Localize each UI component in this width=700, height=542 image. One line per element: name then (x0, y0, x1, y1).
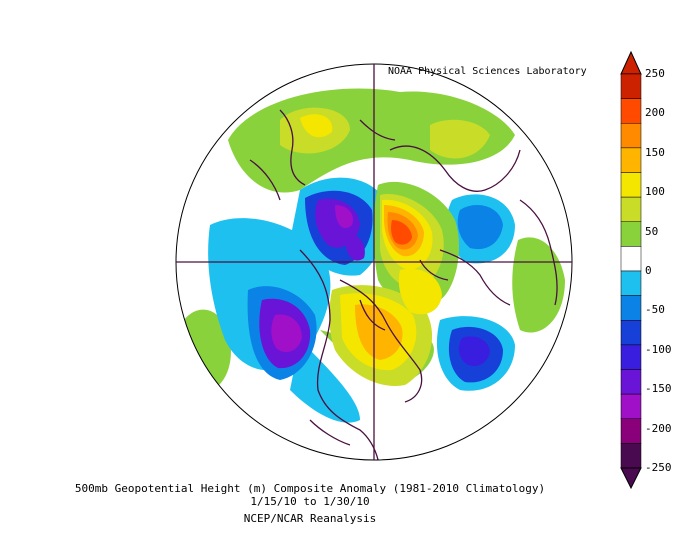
caption-dates: 1/15/10 to 1/30/10 (250, 495, 370, 508)
colorbar-tick-label: -150 (645, 382, 672, 396)
colorbar-tick-label: 100 (645, 185, 665, 199)
anomaly-field (176, 64, 572, 460)
credit-text: NOAA Physical Sciences Laboratory (388, 66, 587, 77)
colorbar-segment (620, 221, 642, 247)
colorbar-tick-label: -100 (645, 342, 672, 356)
colorbar-segment (620, 320, 642, 346)
caption-title: 500mb Geopotential Height (m) Composite … (74, 482, 546, 495)
colorbar-tick-label: 0 (645, 264, 652, 277)
colorbar-segment (620, 172, 642, 198)
colorbar-segment (620, 418, 642, 444)
colorbar-segment (620, 196, 642, 222)
colorbar-segment (620, 73, 642, 99)
polar-stereographic-map (175, 63, 573, 461)
colorbar-segment (620, 393, 642, 419)
colorbar-segment (620, 344, 642, 370)
colorbar-segment (620, 246, 642, 272)
colorbar-tick-label: -250 (645, 461, 672, 474)
colorbar-segment (620, 443, 642, 469)
colorbar-segment (620, 369, 642, 395)
colorbar-segment (620, 123, 642, 149)
coastlines (249, 109, 558, 460)
colorbar-segment (620, 147, 642, 173)
colorbar-tick-label: 250 (645, 67, 665, 80)
colorbar-tick-label: -200 (645, 421, 672, 435)
colorbar-tick-label: -50 (645, 303, 665, 317)
colorbar-top-arrow (620, 50, 642, 75)
colorbar-segment (620, 270, 642, 296)
colorbar (620, 50, 642, 490)
colorbar-tick-label: 150 (645, 145, 665, 159)
colorbar-segment (620, 295, 642, 321)
colorbar-segment (620, 98, 642, 124)
caption-source: NCEP/NCAR Reanalysis (243, 512, 377, 525)
colorbar-tick-label: 200 (645, 106, 665, 120)
colorbar-tick-label: 50 (645, 224, 659, 238)
colorbar-bottom-arrow (620, 467, 642, 490)
